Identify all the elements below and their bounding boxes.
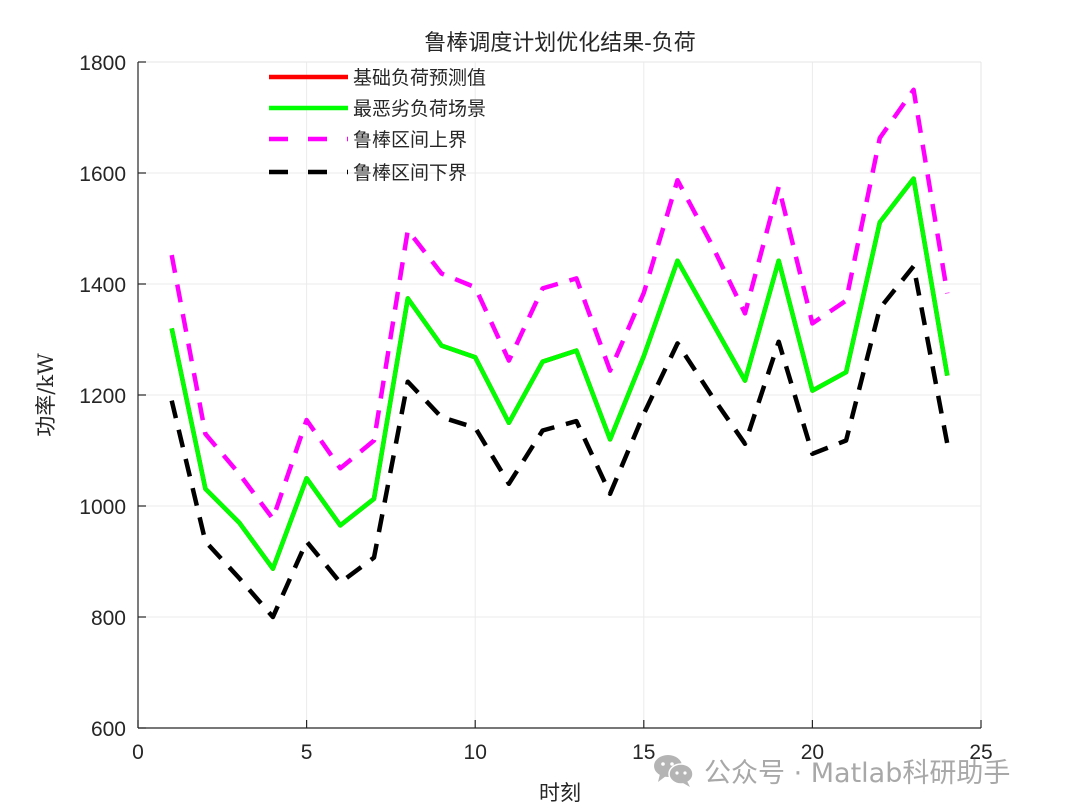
- series-line-3: [169, 263, 950, 620]
- grid-lines: [137, 61, 982, 729]
- watermark: 公众号 · Matlab科研助手: [652, 750, 1010, 790]
- legend-label: 最恶劣负荷场景: [353, 98, 486, 120]
- data-series: [169, 87, 950, 620]
- watermark-text: 公众号 · Matlab科研助手: [704, 757, 1011, 789]
- y-tick-label: 600: [91, 718, 126, 741]
- axes: 0 5 10 15 20 25 600 800 1000 1200 1400 1600 1800: [79, 52, 992, 764]
- x-axis-label: 时刻: [539, 781, 581, 805]
- x-tick-label: 0: [132, 741, 144, 764]
- x-tick-label: 20: [801, 741, 824, 764]
- y-tick-label: 800: [91, 607, 126, 630]
- x-tick-label: 25: [969, 741, 992, 764]
- x-tick-label: 5: [301, 741, 313, 764]
- y-axis-label: 功率/kW: [34, 353, 58, 437]
- x-tick-label: 10: [464, 741, 487, 764]
- x-tick-label: 15: [632, 741, 655, 764]
- y-tick-label: 1400: [79, 274, 126, 297]
- y-tick-label: 1600: [79, 163, 126, 186]
- y-tick-label: 1200: [79, 385, 126, 408]
- legend-label: 鲁棒区间上界: [353, 129, 467, 151]
- chart-title: 鲁棒调度计划优化结果-负荷: [424, 31, 695, 56]
- series-line-1: [169, 176, 950, 571]
- series-line-2: [169, 87, 950, 522]
- legend-label: 基础负荷预测值: [353, 67, 486, 89]
- y-tick-label: 1800: [79, 52, 126, 75]
- legend-label: 鲁棒区间下界: [353, 162, 467, 184]
- series-line-0: [169, 176, 950, 571]
- wechat-icon: [652, 752, 696, 788]
- y-tick-label: 1000: [79, 496, 126, 519]
